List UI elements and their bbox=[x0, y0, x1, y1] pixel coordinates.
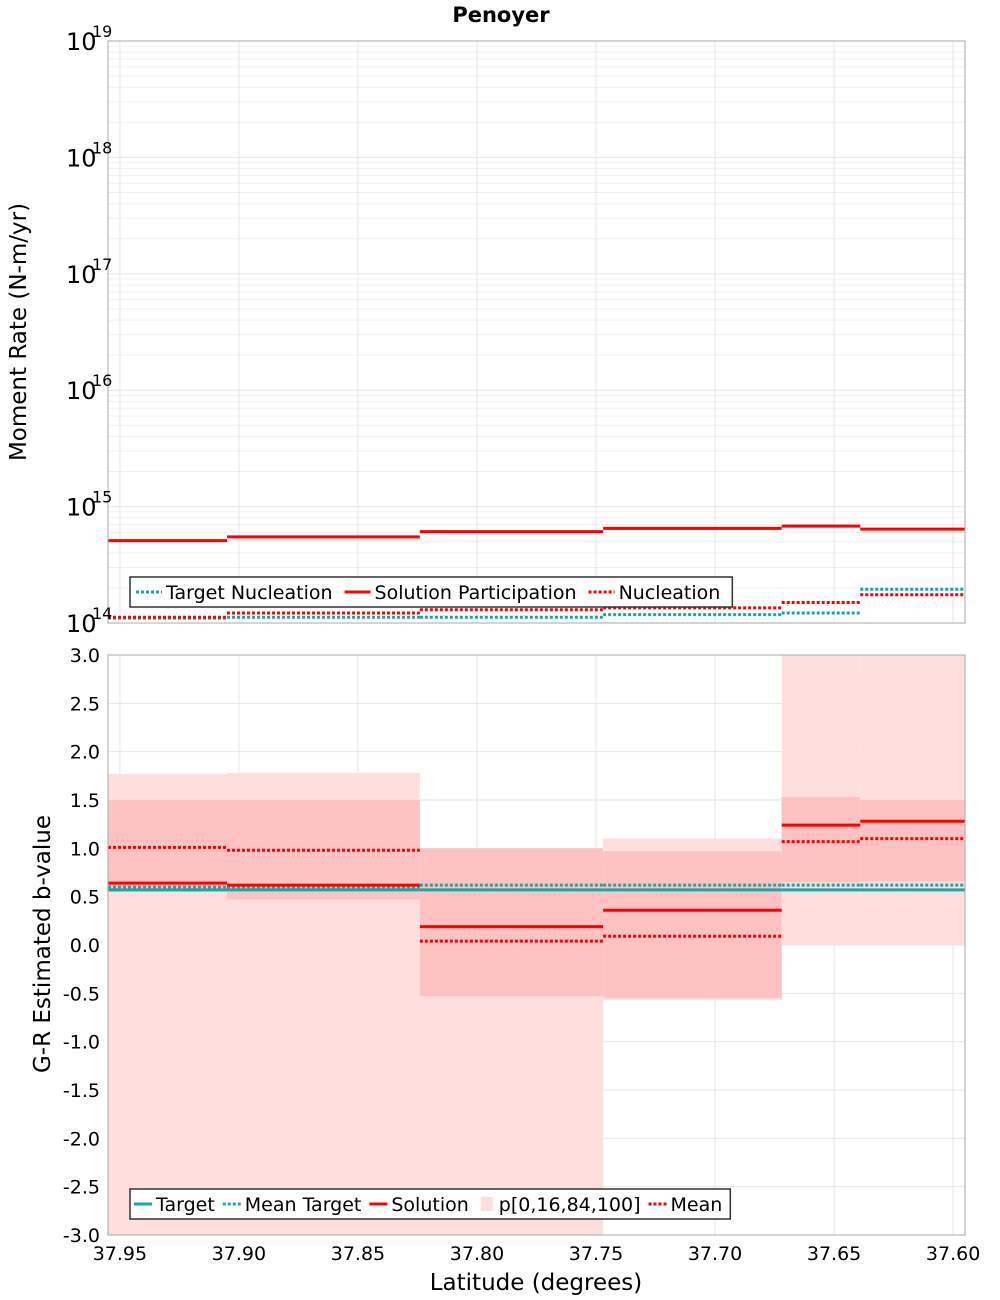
b-value-y-ticks: 3.0 2.5 2.0 1.5 1.0 0.5 0.0 -0.5 -1.0 -1.5 -2.0 -2.… bbox=[63, 645, 100, 1247]
legend-label: Target bbox=[155, 1194, 215, 1216]
legend-label: Solution bbox=[391, 1194, 468, 1216]
x-tick-label: 37.60 bbox=[926, 1243, 980, 1265]
y-tick-label: 10 bbox=[66, 144, 97, 172]
y-tick-label: 10 bbox=[66, 494, 97, 522]
moment-rate-legend: Target Nucleation Solution Participation N… bbox=[129, 576, 734, 608]
y-tick-label: 2.5 bbox=[70, 693, 100, 715]
legend-label: Nucleation bbox=[619, 582, 721, 604]
y-tick-label: -3.0 bbox=[63, 1225, 100, 1247]
y-tick-exponent: 15 bbox=[92, 488, 112, 507]
moment-rate-series bbox=[108, 524, 965, 620]
b-value-percentile-bands bbox=[108, 655, 965, 1235]
band-p16-p84 bbox=[108, 800, 228, 892]
b-value-series bbox=[108, 819, 965, 943]
legend-label: Mean bbox=[671, 1194, 723, 1216]
b-value-frame bbox=[107, 654, 966, 1236]
y-tick-exponent: 19 bbox=[92, 22, 112, 41]
legend-box bbox=[129, 576, 734, 608]
x-axis-label: Latitude (degrees) bbox=[430, 1270, 643, 1296]
moment-rate-y-axis-label: Moment Rate (N-m/yr) bbox=[6, 203, 32, 461]
y-tick-label: 10 bbox=[66, 261, 97, 289]
moment-rate-grid bbox=[108, 40, 965, 624]
b-value-y-axis-label: G-R Estimated b-value bbox=[30, 815, 56, 1073]
band-p16-p84 bbox=[603, 851, 782, 999]
y-tick-label: 3.0 bbox=[70, 645, 100, 667]
y-tick-exponent: 14 bbox=[92, 604, 112, 623]
b-value-panel: 3.0 2.5 2.0 1.5 1.0 0.5 0.0 -0.5 -1.0 -1.5 -2.0 -2.… bbox=[30, 645, 980, 1296]
chart-title: Penoyer bbox=[452, 3, 550, 27]
y-tick-label: 1.0 bbox=[70, 838, 100, 860]
x-tick-label: 37.95 bbox=[93, 1243, 147, 1265]
legend-label: p[0,16,84,100] bbox=[499, 1194, 641, 1216]
x-tick-label: 37.65 bbox=[807, 1243, 861, 1265]
band-p16-p84 bbox=[419, 848, 604, 997]
y-tick-label: 10 bbox=[66, 377, 97, 405]
y-tick-label: 2.0 bbox=[70, 742, 100, 764]
y-tick-label: 1.5 bbox=[70, 790, 100, 812]
x-tick-label: 37.75 bbox=[569, 1243, 623, 1265]
moment-rate-frame bbox=[107, 40, 966, 624]
legend-label: Target Nucleation bbox=[165, 582, 333, 604]
b-value-legend: Target Mean Target Solution p[0,16,84,100] M… bbox=[129, 1188, 732, 1220]
y-tick-label: -1.0 bbox=[63, 1032, 100, 1054]
y-tick-label: -2.5 bbox=[63, 1177, 100, 1199]
y-tick-label: 10 bbox=[66, 28, 97, 56]
y-tick-exponent: 17 bbox=[92, 255, 112, 274]
y-tick-label: -2.0 bbox=[63, 1128, 100, 1150]
y-tick-label: -0.5 bbox=[63, 983, 100, 1005]
x-tick-label: 37.85 bbox=[331, 1243, 385, 1265]
legend-label: Solution Participation bbox=[375, 582, 577, 604]
legend-label: Mean Target bbox=[245, 1194, 362, 1216]
band-p16-p84 bbox=[860, 800, 965, 882]
y-tick-label: 0.0 bbox=[70, 935, 100, 957]
legend-swatch bbox=[480, 1197, 493, 1211]
x-tick-label: 37.90 bbox=[212, 1243, 266, 1265]
band-p16-p84 bbox=[781, 797, 861, 883]
y-tick-label: 0.5 bbox=[70, 887, 100, 909]
y-tick-exponent: 18 bbox=[92, 138, 112, 157]
x-tick-label: 37.70 bbox=[688, 1243, 742, 1265]
y-tick-label: 10 bbox=[66, 610, 97, 638]
x-ticks: 37.95 37.90 37.85 37.80 37.75 37.70 37.65 37.60 bbox=[93, 1243, 981, 1265]
x-tick-label: 37.80 bbox=[450, 1243, 504, 1265]
y-tick-label: -1.5 bbox=[63, 1080, 100, 1102]
y-tick-exponent: 16 bbox=[92, 371, 112, 390]
